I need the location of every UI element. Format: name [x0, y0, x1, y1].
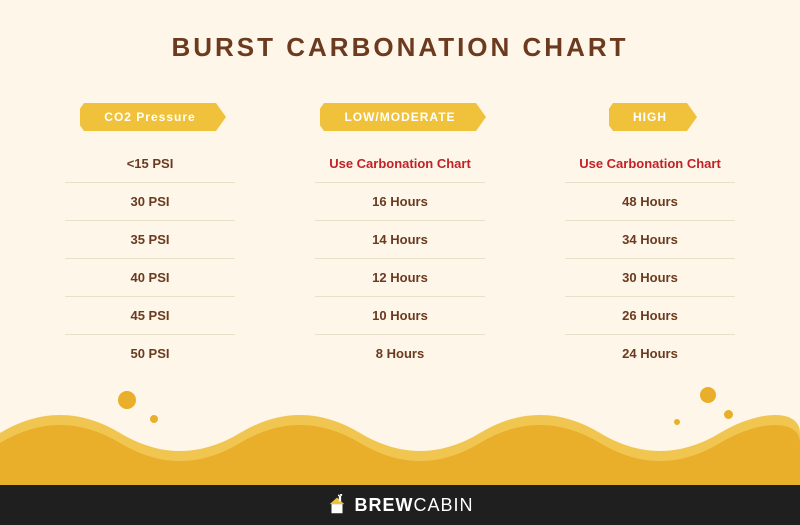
table-cell: 34 Hours — [565, 221, 735, 259]
column-header-ribbon: LOW/MODERATE — [324, 103, 475, 131]
wave-back-path — [0, 415, 800, 485]
beer-wave — [0, 395, 800, 485]
table-cell: 26 Hours — [565, 297, 735, 335]
column-header-ribbon: CO2 Pressure — [84, 103, 215, 131]
table-cell: 50 PSI — [65, 335, 235, 372]
table-cell: <15 PSI — [65, 145, 235, 183]
bubble-icon — [724, 410, 733, 419]
footer-bar: BREWCABIN — [0, 485, 800, 525]
brand-text: BREWCABIN — [354, 495, 473, 516]
column-header-label: HIGH — [633, 110, 667, 124]
column-pressure: CO2 Pressure <15 PSI 30 PSI 35 PSI 40 PS… — [40, 103, 260, 372]
table-cell: 16 Hours — [315, 183, 485, 221]
table-cell: 24 Hours — [565, 335, 735, 372]
brewcabin-logo-icon — [326, 494, 348, 516]
brand-bold: BREW — [354, 495, 413, 515]
table-cell: 8 Hours — [315, 335, 485, 372]
bubble-icon — [700, 387, 716, 403]
bubble-icon — [118, 391, 136, 409]
column-low-moderate: LOW/MODERATE Use Carbonation Chart 16 Ho… — [290, 103, 510, 372]
page-title: BURST CARBONATION CHART — [0, 0, 800, 63]
brand-rest: CABIN — [413, 495, 473, 515]
table-cell: 35 PSI — [65, 221, 235, 259]
bubble-icon — [150, 415, 158, 423]
column-header-label: CO2 Pressure — [104, 110, 195, 124]
table-cell: 10 Hours — [315, 297, 485, 335]
table-cell: Use Carbonation Chart — [565, 145, 735, 183]
table-cell: 40 PSI — [65, 259, 235, 297]
table-cell: 45 PSI — [65, 297, 235, 335]
wave-front-path — [0, 425, 800, 485]
table-cell: 30 Hours — [565, 259, 735, 297]
table-cell: 48 Hours — [565, 183, 735, 221]
table-cell: 12 Hours — [315, 259, 485, 297]
table-cell: 14 Hours — [315, 221, 485, 259]
column-high: HIGH Use Carbonation Chart 48 Hours 34 H… — [540, 103, 760, 372]
chart-columns: CO2 Pressure <15 PSI 30 PSI 35 PSI 40 PS… — [0, 63, 800, 372]
column-header-label: LOW/MODERATE — [344, 110, 455, 124]
table-cell: 30 PSI — [65, 183, 235, 221]
bubble-icon — [674, 419, 680, 425]
column-header-ribbon: HIGH — [613, 103, 687, 131]
table-cell: Use Carbonation Chart — [315, 145, 485, 183]
